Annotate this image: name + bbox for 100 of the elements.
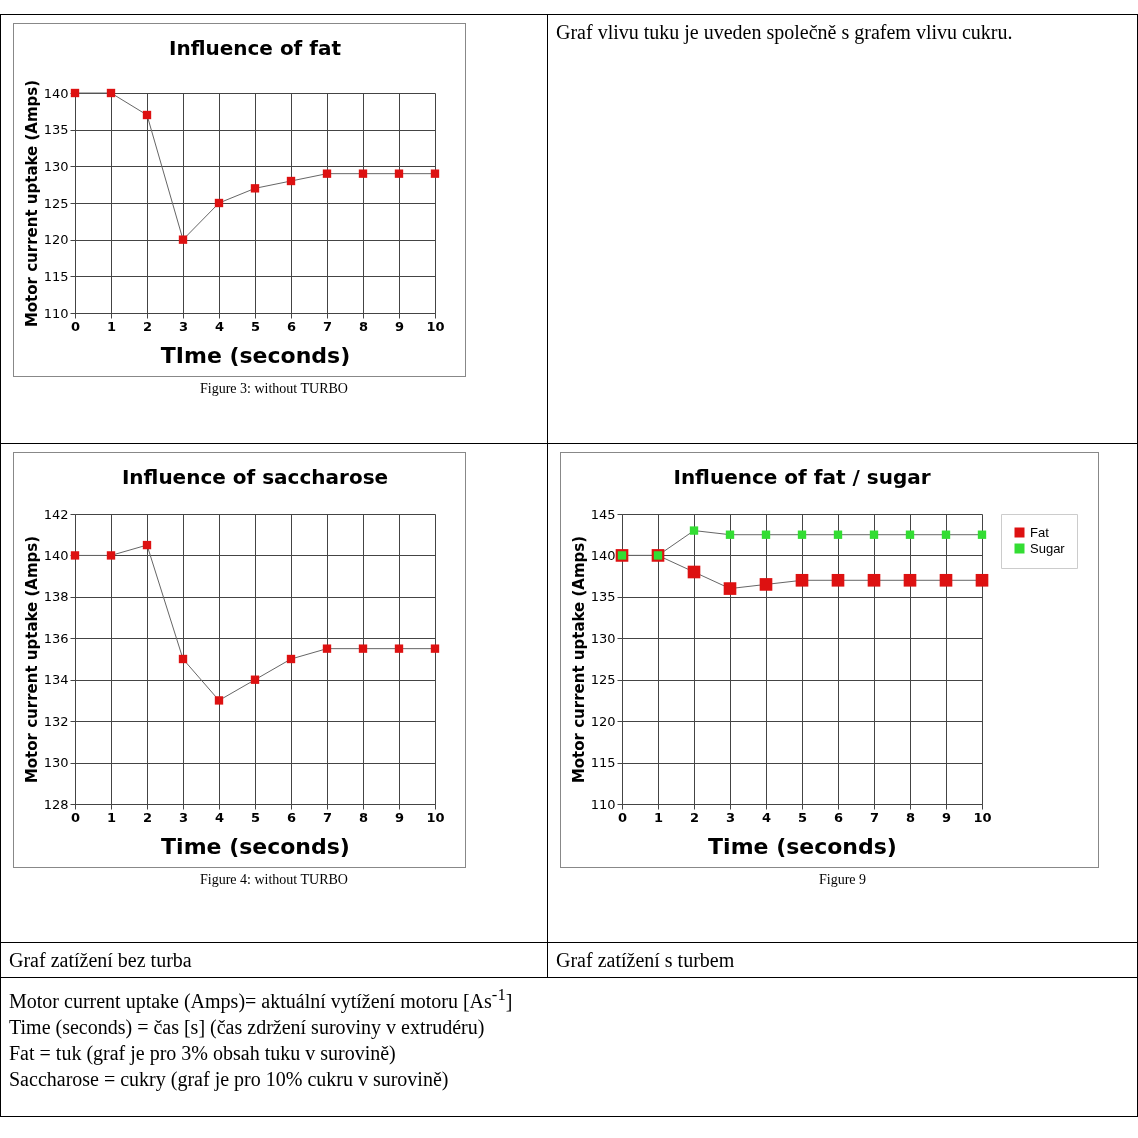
point: [939, 573, 953, 587]
point: [833, 530, 843, 539]
chart-title: Influence of saccharose: [121, 465, 389, 489]
x-tick-label: 3: [725, 809, 736, 825]
y-tick-label: 120: [590, 713, 616, 729]
text: Motor current uptake (Amps)= aktuální vytížení motoru [As$^{-1}$]: [9, 984, 514, 1014]
legend-label: Sugar: [1030, 540, 1066, 556]
point: [831, 573, 845, 587]
x-tick-label: 9: [941, 809, 952, 825]
y-tick-label: 134: [43, 672, 69, 688]
y-tick-label: 130: [43, 755, 69, 771]
x-tick-label: 8: [358, 809, 369, 825]
x-tick-label: 6: [833, 809, 844, 825]
x-tick-label: 0: [70, 809, 81, 825]
point: [250, 675, 260, 684]
point: [214, 198, 224, 208]
point: [142, 540, 152, 550]
y-axis-title: Motor current uptake (Amps): [569, 535, 588, 784]
point: [797, 530, 807, 539]
point: [322, 644, 332, 653]
x-tick-label: 6: [286, 809, 297, 825]
point: [903, 573, 917, 587]
point: [761, 530, 771, 539]
y-tick-label: 115: [43, 268, 69, 284]
y-axis-title: Motor current uptake (Amps): [22, 535, 41, 784]
caption: Figure 9: [817, 871, 868, 888]
x-tick-label: 4: [761, 809, 772, 825]
point: [689, 526, 699, 535]
text: Graf zatížení bez turba: [9, 948, 193, 973]
point: [725, 530, 735, 539]
x-tick-label: 5: [250, 318, 261, 334]
x-axis-title: Time (seconds): [161, 833, 350, 859]
point: [358, 169, 368, 178]
point: [70, 88, 80, 98]
point: [286, 176, 296, 186]
point: [941, 530, 951, 539]
x-tick-label: 2: [689, 809, 700, 825]
x-tick-label: 7: [869, 809, 880, 825]
y-tick-label: 125: [43, 195, 69, 211]
x-tick-label: 9: [394, 809, 405, 825]
x-tick-label: 3: [178, 318, 189, 334]
x-tick-label: 6: [286, 318, 297, 334]
point: [178, 235, 188, 244]
x-tick-label: 10: [426, 318, 445, 334]
y-tick-label: 142: [43, 506, 69, 522]
point: [975, 573, 989, 587]
y-tick-label: 140: [43, 547, 69, 563]
x-tick-label: 4: [214, 318, 225, 334]
x-tick-label: 0: [70, 318, 81, 334]
point: [430, 169, 440, 178]
text: Graf zatížení s turbem: [556, 948, 736, 973]
x-tick-label: 1: [106, 318, 117, 334]
point: [214, 696, 224, 705]
point: [905, 530, 915, 539]
x-tick-label: 9: [394, 318, 405, 334]
x-axis-title: Time (seconds): [708, 833, 897, 859]
point: [70, 551, 80, 560]
y-tick-label: 125: [590, 672, 616, 688]
y-tick-label: 110: [590, 796, 616, 812]
point: [286, 654, 296, 664]
legend-label: Fat: [1030, 524, 1050, 540]
x-tick-label: 1: [653, 809, 664, 825]
x-tick-label: 7: [322, 809, 333, 825]
x-tick-label: 5: [250, 809, 261, 825]
text: Fat = tuk (graf je pro 3% obsah tuku v surovině): [9, 1040, 397, 1066]
y-tick-label: 135: [590, 589, 616, 605]
chart-title: Influence of fat: [168, 36, 342, 61]
point: [178, 654, 188, 664]
point: [723, 582, 737, 595]
point: [977, 530, 987, 539]
text: Time (seconds) = čas [s] (čas zdržení suroviny v extrudéru): [9, 1014, 486, 1040]
x-tick-label: 5: [797, 809, 808, 825]
x-tick-label: 10: [973, 809, 992, 825]
x-axis-title: TIme (seconds): [160, 342, 351, 368]
point: [394, 644, 404, 653]
y-tick-label: 140: [43, 85, 69, 101]
caption: Figure 3: without TURBO: [199, 380, 349, 397]
point: [106, 551, 116, 560]
y-tick-label: 110: [43, 305, 69, 321]
x-tick-label: 0: [617, 809, 628, 825]
point: [358, 644, 368, 653]
point: [687, 565, 701, 579]
x-tick-label: 4: [214, 809, 225, 825]
y-tick-label: 130: [43, 158, 69, 174]
chart-title: Influence of fat / sugar: [673, 465, 931, 489]
x-tick-label: 10: [426, 809, 445, 825]
point: [430, 644, 440, 653]
y-tick-label: 145: [590, 506, 616, 522]
y-tick-label: 128: [43, 796, 69, 812]
point: [759, 578, 773, 591]
y-tick-label: 115: [590, 755, 616, 771]
point: [869, 530, 879, 539]
x-tick-label: 8: [905, 809, 916, 825]
y-tick-label: 135: [43, 122, 69, 138]
y-axis-title: Motor current uptake (Amps): [22, 79, 41, 328]
point: [106, 88, 116, 98]
x-tick-label: 3: [178, 809, 189, 825]
x-tick-label: 2: [142, 318, 153, 334]
x-tick-label: 2: [142, 809, 153, 825]
x-tick-label: 1: [106, 809, 117, 825]
